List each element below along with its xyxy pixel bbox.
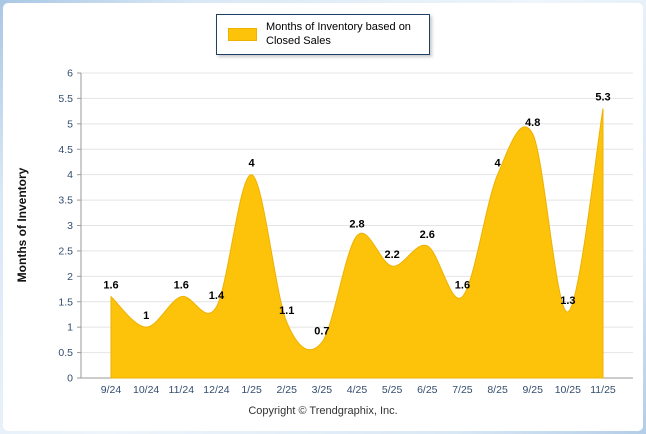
svg-text:2.2: 2.2 <box>384 249 399 261</box>
svg-text:4.5: 4.5 <box>58 144 73 156</box>
inventory-area-chart: 0 0.5 1 1.5 2 2.5 3 3.5 4 4.5 5 5.5 6 9/24 10/24 11/24 1… <box>58 68 633 396</box>
svg-text:5.3: 5.3 <box>595 92 610 104</box>
svg-text:1.1: 1.1 <box>279 305 294 317</box>
svg-text:2.6: 2.6 <box>420 229 435 241</box>
svg-text:1.6: 1.6 <box>103 280 118 292</box>
svg-text:1.5: 1.5 <box>58 296 73 308</box>
legend-label: Months of Inventory based on Closed Sale… <box>266 21 411 48</box>
svg-text:4: 4 <box>67 169 73 181</box>
svg-text:1.6: 1.6 <box>174 280 189 292</box>
svg-text:12/24: 12/24 <box>203 384 229 396</box>
svg-text:1.3: 1.3 <box>560 295 575 307</box>
legend-swatch-icon <box>228 27 257 41</box>
svg-text:6/25: 6/25 <box>417 384 438 396</box>
svg-text:6: 6 <box>67 68 73 80</box>
svg-text:0.7: 0.7 <box>314 325 329 337</box>
svg-text:0.5: 0.5 <box>58 347 73 359</box>
svg-text:7/25: 7/25 <box>452 384 473 396</box>
svg-text:3: 3 <box>67 220 73 232</box>
svg-text:2.5: 2.5 <box>58 245 73 257</box>
svg-text:10/24: 10/24 <box>133 384 159 396</box>
svg-text:5/25: 5/25 <box>382 384 403 396</box>
svg-text:10/25: 10/25 <box>555 384 581 396</box>
svg-text:4.8: 4.8 <box>525 117 540 129</box>
svg-text:3.5: 3.5 <box>58 195 73 207</box>
copyright-text: Copyright © Trendgraphix, Inc. <box>248 405 398 417</box>
legend: Months of Inventory based on Closed Sale… <box>216 14 430 55</box>
svg-text:1: 1 <box>143 310 149 322</box>
svg-text:1.6: 1.6 <box>455 280 470 292</box>
svg-text:8/25: 8/25 <box>487 384 508 396</box>
svg-text:4/25: 4/25 <box>347 384 368 396</box>
svg-text:2/25: 2/25 <box>276 384 297 396</box>
svg-text:5.5: 5.5 <box>58 93 73 105</box>
svg-text:3/25: 3/25 <box>312 384 333 396</box>
svg-text:4: 4 <box>495 158 502 170</box>
chart-panel: Months of Inventory based on Closed Sale… <box>3 3 643 431</box>
svg-text:4: 4 <box>249 158 256 170</box>
svg-text:1: 1 <box>67 322 73 334</box>
svg-text:9/24: 9/24 <box>101 384 122 396</box>
svg-text:9/25: 9/25 <box>522 384 543 396</box>
svg-text:5: 5 <box>67 118 73 130</box>
svg-text:11/24: 11/24 <box>169 384 195 396</box>
svg-text:2.8: 2.8 <box>349 219 364 231</box>
svg-text:1.4: 1.4 <box>209 290 225 302</box>
svg-text:2: 2 <box>67 271 73 283</box>
svg-text:0: 0 <box>67 373 73 385</box>
svg-text:1/25: 1/25 <box>241 384 262 396</box>
svg-text:11/25: 11/25 <box>590 384 616 396</box>
